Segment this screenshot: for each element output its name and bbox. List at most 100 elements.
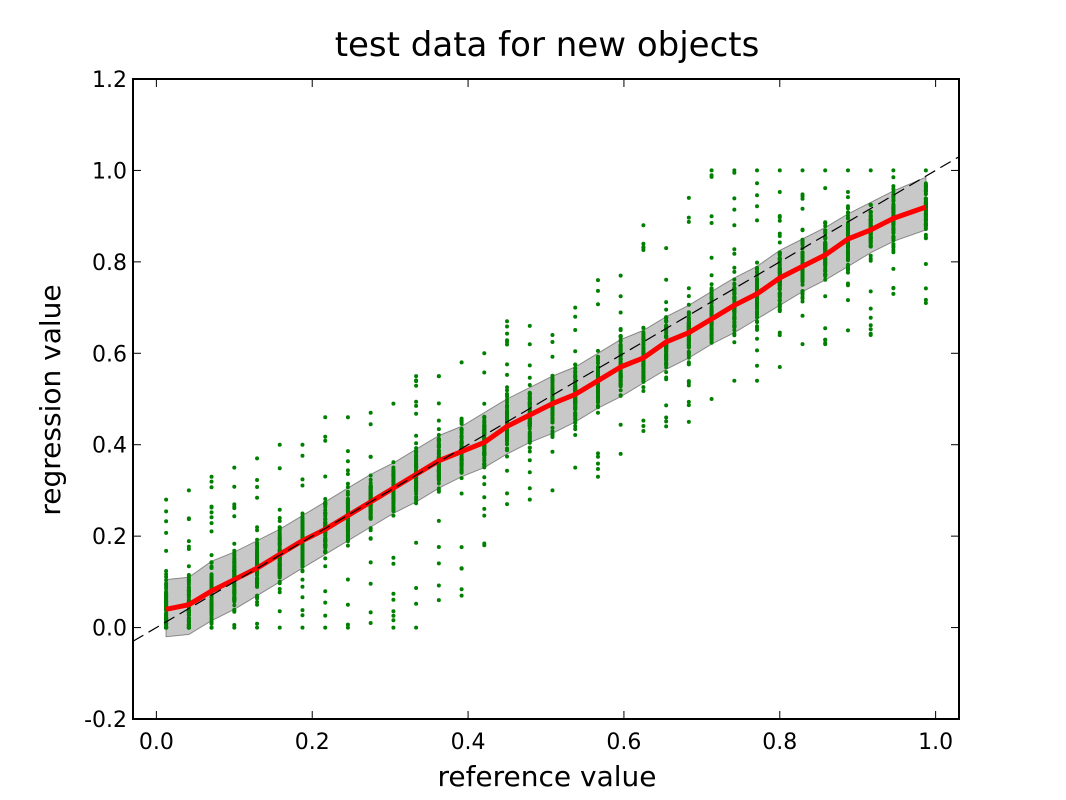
- data-point: [641, 245, 646, 250]
- data-point: [573, 370, 578, 374]
- data-point: [232, 550, 237, 555]
- data-point: [186, 539, 191, 544]
- data-point: [755, 310, 760, 315]
- data-point: [641, 424, 646, 428]
- data-point: [436, 561, 441, 566]
- data-point: [709, 255, 714, 260]
- data-point: [923, 197, 928, 202]
- data-point: [277, 609, 282, 614]
- data-point: [777, 281, 782, 285]
- data-point: [232, 625, 237, 630]
- data-point: [436, 474, 441, 479]
- data-point: [209, 619, 214, 624]
- data-point: [777, 299, 782, 303]
- data-point: [459, 545, 464, 550]
- data-point: [845, 328, 850, 333]
- data-point: [573, 366, 578, 371]
- data-point: [573, 405, 578, 410]
- data-point: [732, 287, 737, 292]
- data-point: [664, 419, 669, 424]
- data-point: [505, 394, 510, 399]
- data-point: [505, 436, 510, 441]
- data-point: [777, 257, 782, 262]
- data-point: [550, 333, 555, 337]
- data-point: [732, 247, 737, 252]
- data-point: [732, 281, 737, 286]
- data-point: [300, 483, 305, 488]
- data-point: [368, 621, 373, 625]
- x-tick-label: 0.4: [451, 730, 486, 755]
- data-point: [595, 355, 600, 359]
- data-point: [923, 235, 928, 240]
- data-point: [277, 525, 282, 530]
- data-point: [255, 528, 260, 533]
- data-point: [368, 560, 373, 565]
- data-point: [732, 319, 737, 324]
- data-point: [618, 347, 623, 352]
- chart-title: test data for new objects: [335, 25, 760, 65]
- data-point: [527, 437, 532, 442]
- data-point: [186, 573, 191, 577]
- data-point: [550, 425, 555, 430]
- data-point: [595, 410, 600, 415]
- data-point: [368, 410, 373, 415]
- data-point: [595, 451, 600, 456]
- data-point: [550, 413, 555, 418]
- data-point: [436, 598, 441, 603]
- data-point: [891, 266, 896, 271]
- data-point: [414, 484, 419, 489]
- data-point: [436, 477, 441, 482]
- data-point: [527, 470, 532, 475]
- data-point: [186, 593, 191, 598]
- scatter-column: [345, 415, 350, 630]
- data-point: [482, 423, 487, 428]
- data-point: [345, 622, 350, 627]
- data-point: [345, 535, 350, 540]
- data-point: [482, 506, 487, 511]
- data-point: [209, 474, 214, 479]
- data-point: [232, 608, 237, 613]
- data-point: [209, 584, 214, 588]
- data-point: [595, 278, 600, 283]
- data-point: [550, 408, 555, 413]
- data-point: [505, 410, 510, 415]
- data-point: [345, 449, 350, 454]
- scatter-column: [800, 168, 805, 347]
- data-point: [505, 342, 510, 347]
- data-point: [550, 389, 555, 394]
- data-point: [686, 219, 691, 224]
- data-point: [300, 577, 305, 582]
- data-point: [845, 258, 850, 263]
- data-point: [368, 485, 373, 490]
- data-point: [686, 195, 691, 200]
- data-point: [255, 576, 260, 581]
- data-point: [823, 294, 828, 299]
- data-point: [255, 495, 260, 500]
- plot-area: [132, 156, 960, 642]
- data-point: [482, 401, 487, 406]
- data-point: [164, 530, 169, 535]
- data-point: [618, 381, 623, 386]
- data-point: [300, 613, 305, 618]
- data-point: [186, 578, 191, 583]
- data-point: [686, 419, 691, 424]
- data-point: [232, 484, 237, 489]
- data-point: [255, 456, 260, 461]
- data-point: [641, 342, 646, 347]
- data-point: [664, 318, 669, 323]
- data-point: [368, 490, 373, 495]
- data-point: [323, 556, 328, 561]
- data-point: [459, 461, 464, 466]
- data-point: [436, 464, 441, 469]
- data-point: [923, 225, 928, 230]
- data-point: [323, 505, 328, 510]
- data-point: [527, 323, 532, 328]
- data-point: [277, 516, 282, 520]
- data-point: [186, 613, 191, 617]
- data-point: [755, 277, 760, 282]
- data-point: [923, 262, 928, 266]
- data-point: [664, 355, 669, 360]
- data-point: [800, 296, 805, 301]
- data-point: [777, 231, 782, 236]
- data-point: [641, 429, 646, 433]
